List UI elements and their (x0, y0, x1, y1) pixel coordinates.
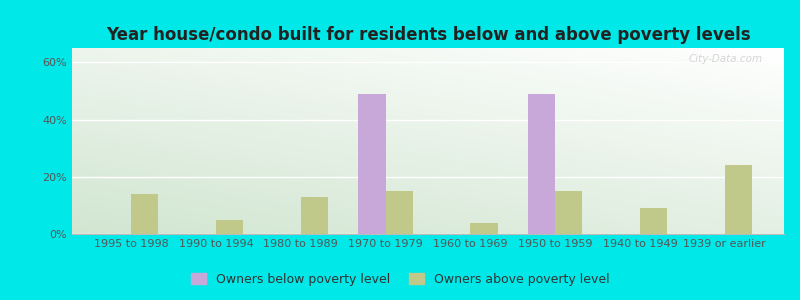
Bar (301, 197, 328, 234)
Legend: Owners below poverty level, Owners above poverty level: Owners below poverty level, Owners above… (186, 268, 614, 291)
Title: Year house/condo built for residents below and above poverty levels: Year house/condo built for residents bel… (106, 26, 750, 44)
Bar (131, 194, 158, 234)
Bar (528, 94, 555, 234)
Bar (640, 208, 667, 234)
Bar (216, 220, 243, 234)
Bar (470, 223, 498, 234)
Text: City-Data.com: City-Data.com (689, 54, 762, 64)
Bar (358, 94, 386, 234)
Bar (386, 191, 413, 234)
Bar (555, 191, 582, 234)
Bar (725, 165, 752, 234)
